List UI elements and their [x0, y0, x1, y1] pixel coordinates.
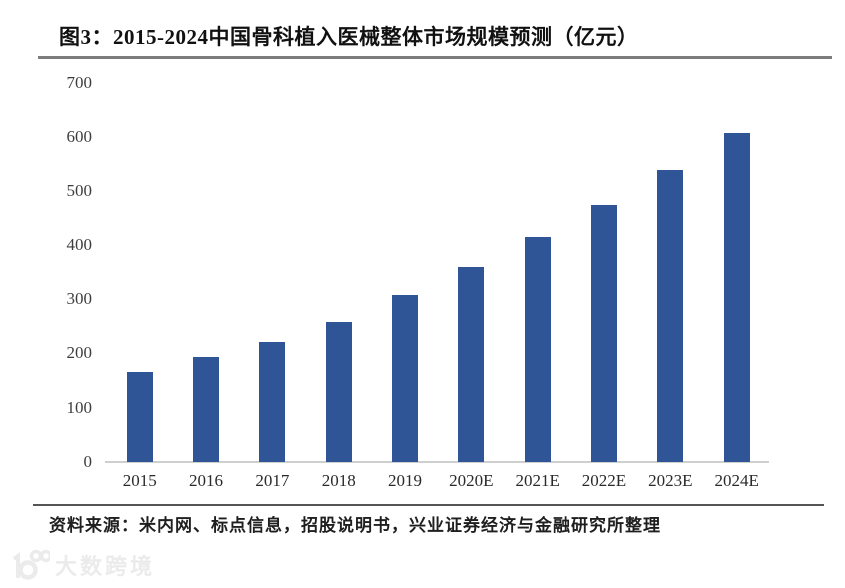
- x-axis-label: 2019: [388, 471, 423, 490]
- x-axis-label: 2023E: [648, 471, 693, 490]
- bar-2015: [126, 371, 153, 462]
- y-tick-label: 400: [66, 235, 93, 255]
- title-divider: [38, 56, 832, 59]
- bar-2019: [392, 294, 419, 462]
- x-axis-label: 2018: [321, 471, 356, 490]
- x-axis-label: 2016: [189, 471, 224, 490]
- bar-2024E: [723, 133, 750, 462]
- bar-2017: [259, 341, 286, 462]
- x-axis-label: 2024E: [714, 471, 759, 490]
- bar-2016: [193, 357, 220, 462]
- bar-2023E: [657, 170, 684, 462]
- y-tick-label: 700: [66, 72, 93, 92]
- bar-2020E: [458, 266, 485, 462]
- bar-2022E: [591, 204, 617, 462]
- x-axis-label: 2015: [122, 471, 157, 490]
- figure-title: 图3：2015-2024中国骨科植入医械整体市场规模预测（亿元）: [59, 25, 639, 49]
- bar-2018: [325, 322, 352, 462]
- y-tick-label: 0: [83, 451, 93, 471]
- source-note: 资料来源：米内网、标点信息，招股说明书，兴业证券经济与金融研究所整理: [49, 516, 661, 535]
- y-tick-label: 500: [66, 181, 93, 201]
- watermark: 大数跨境: [8, 549, 155, 581]
- x-axis-label: 2017: [255, 471, 290, 490]
- watermark-text: 大数跨境: [55, 554, 156, 579]
- x-axis-label: 2021E: [515, 471, 560, 490]
- y-tick-label: 600: [66, 126, 93, 146]
- y-tick-label: 100: [66, 397, 93, 417]
- x-axis-line: [105, 461, 769, 464]
- bar-2021E: [524, 237, 551, 462]
- y-tick-label: 200: [66, 343, 93, 363]
- x-axis-label: 2022E: [581, 471, 627, 490]
- x-axis-label: 2020E: [449, 471, 494, 490]
- y-tick-label: 300: [66, 289, 93, 309]
- source-divider: [33, 504, 824, 506]
- watermark-10100-logo-icon: [12, 549, 50, 580]
